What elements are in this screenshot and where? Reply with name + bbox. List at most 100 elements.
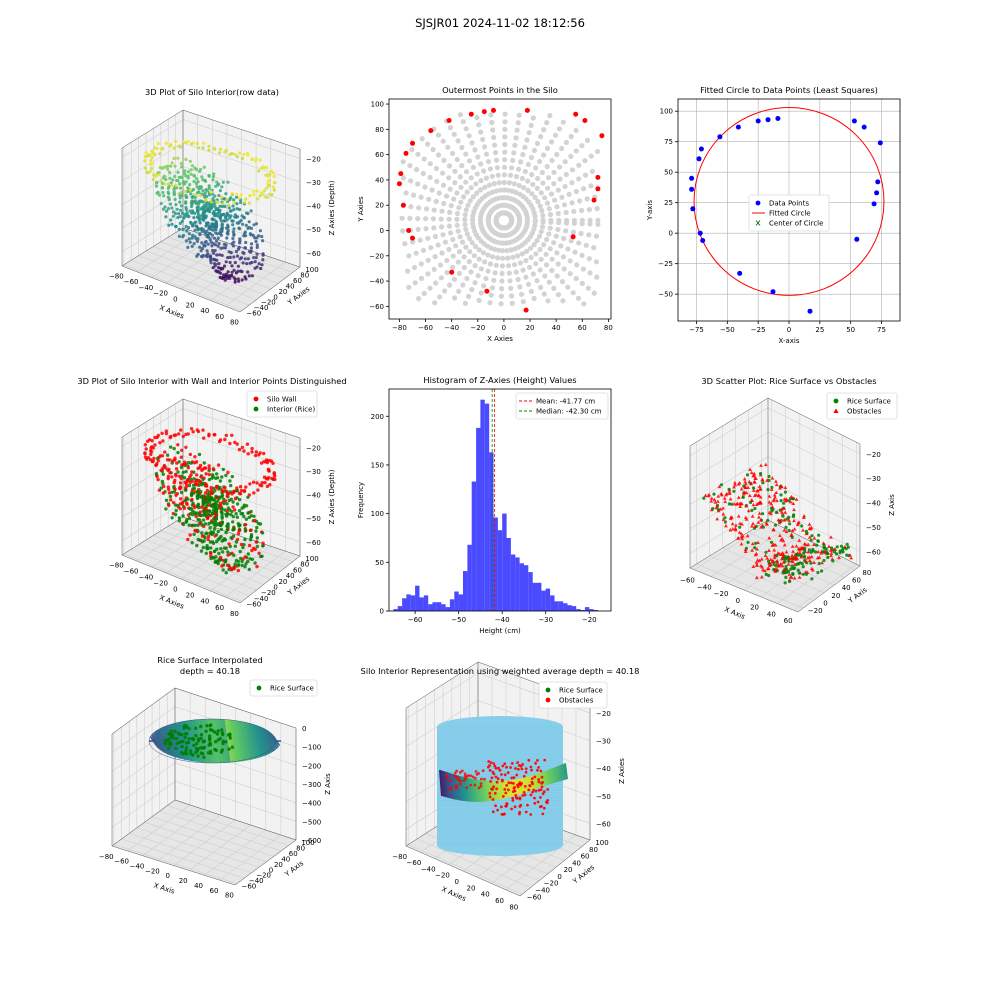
data-point (212, 146, 216, 150)
gray-point (591, 290, 597, 296)
obstacle-point (498, 768, 502, 772)
z-tick-label: −40 (306, 203, 321, 211)
surface-strip (260, 726, 268, 756)
data-point (261, 258, 265, 262)
wall-point (184, 445, 188, 449)
data-point (226, 180, 230, 184)
gray-point (568, 153, 574, 159)
rice-point (822, 558, 826, 563)
histogram-bar (476, 427, 481, 611)
y-tick-label: −40 (369, 278, 384, 286)
grid-line (225, 261, 286, 307)
gray-point (541, 291, 547, 297)
obstacle-point (460, 769, 464, 773)
gray-point (463, 226, 469, 232)
data-point (201, 146, 205, 150)
grid-line (416, 838, 531, 888)
obstacle-point (807, 526, 812, 530)
data-point (205, 249, 209, 253)
z-axis-label: Z Axis (888, 494, 896, 516)
data-point (198, 221, 202, 225)
rice-point (727, 502, 732, 506)
obstacle-point (541, 781, 544, 784)
wall-point (193, 455, 197, 459)
legend-label: Rice Surface (559, 687, 603, 695)
gray-point (530, 115, 536, 121)
y-tick-label: −60 (241, 883, 256, 891)
wall-point (272, 472, 276, 476)
gray-point (567, 258, 573, 264)
interior-point (192, 477, 196, 481)
interior-point (247, 515, 251, 520)
interior-point (259, 554, 263, 559)
data-point (166, 164, 170, 168)
obstacle-point (724, 492, 729, 497)
wall-point (254, 450, 258, 454)
y-tick-label: 25 (664, 199, 673, 207)
wall-point (233, 440, 237, 445)
axis-edge (182, 516, 301, 557)
obstacle-point (772, 568, 777, 572)
data-point (184, 239, 188, 243)
data-point (176, 170, 180, 174)
data-point (224, 260, 228, 264)
data-point (194, 224, 198, 228)
gray-point (406, 253, 412, 259)
data-point (178, 186, 183, 190)
obstacle-point (523, 793, 527, 797)
data-point (191, 141, 195, 145)
data-point (218, 204, 222, 208)
rice-point (767, 573, 771, 578)
interior-point (240, 563, 244, 568)
interior-point (225, 524, 229, 528)
obstacle-point (848, 553, 852, 557)
rice-point (807, 548, 812, 552)
x-tick-label: −40 (130, 862, 145, 870)
obstacle-point (491, 810, 495, 814)
interior-point (242, 514, 246, 519)
data-point (230, 264, 234, 268)
obstacle-point (533, 796, 536, 800)
obstacle-point (536, 800, 540, 804)
data-point (211, 251, 216, 255)
rice-point (205, 724, 209, 728)
data-point (187, 226, 191, 230)
gray-point (498, 301, 504, 307)
gray-point (445, 144, 451, 150)
interior-point (207, 477, 212, 482)
interior-point (250, 557, 255, 561)
gray-point (544, 163, 550, 170)
gray-point (531, 295, 537, 302)
obstacle-point (732, 485, 736, 489)
rice-point (787, 559, 791, 563)
interior-point (258, 522, 263, 526)
obstacle-point (540, 805, 543, 808)
surface-strip (257, 725, 265, 757)
data-point (188, 159, 192, 163)
obstacle-point (765, 556, 770, 560)
gray-point (472, 243, 479, 250)
rice-point (754, 541, 758, 545)
rice-point (213, 747, 217, 752)
axes-frame (388, 388, 612, 612)
gray-point (538, 284, 544, 290)
data-point (224, 215, 228, 219)
surface-strip (449, 773, 454, 800)
obstacle-point (493, 791, 497, 795)
surface-strip (489, 780, 494, 801)
obstacle-point (537, 788, 541, 792)
interior-point (217, 551, 221, 556)
data-point (233, 152, 237, 156)
wall-point (236, 531, 241, 536)
gray-point (513, 135, 519, 141)
gray-point (535, 175, 541, 182)
rice-point (804, 572, 809, 576)
data-point (237, 227, 242, 231)
obstacle-point (751, 473, 756, 478)
obstacle-point (494, 804, 497, 808)
y-tick-label: 0 (823, 600, 827, 608)
rice-point (785, 517, 790, 521)
wall-point (262, 451, 266, 456)
data-point (700, 238, 706, 243)
wall-point (253, 518, 257, 523)
